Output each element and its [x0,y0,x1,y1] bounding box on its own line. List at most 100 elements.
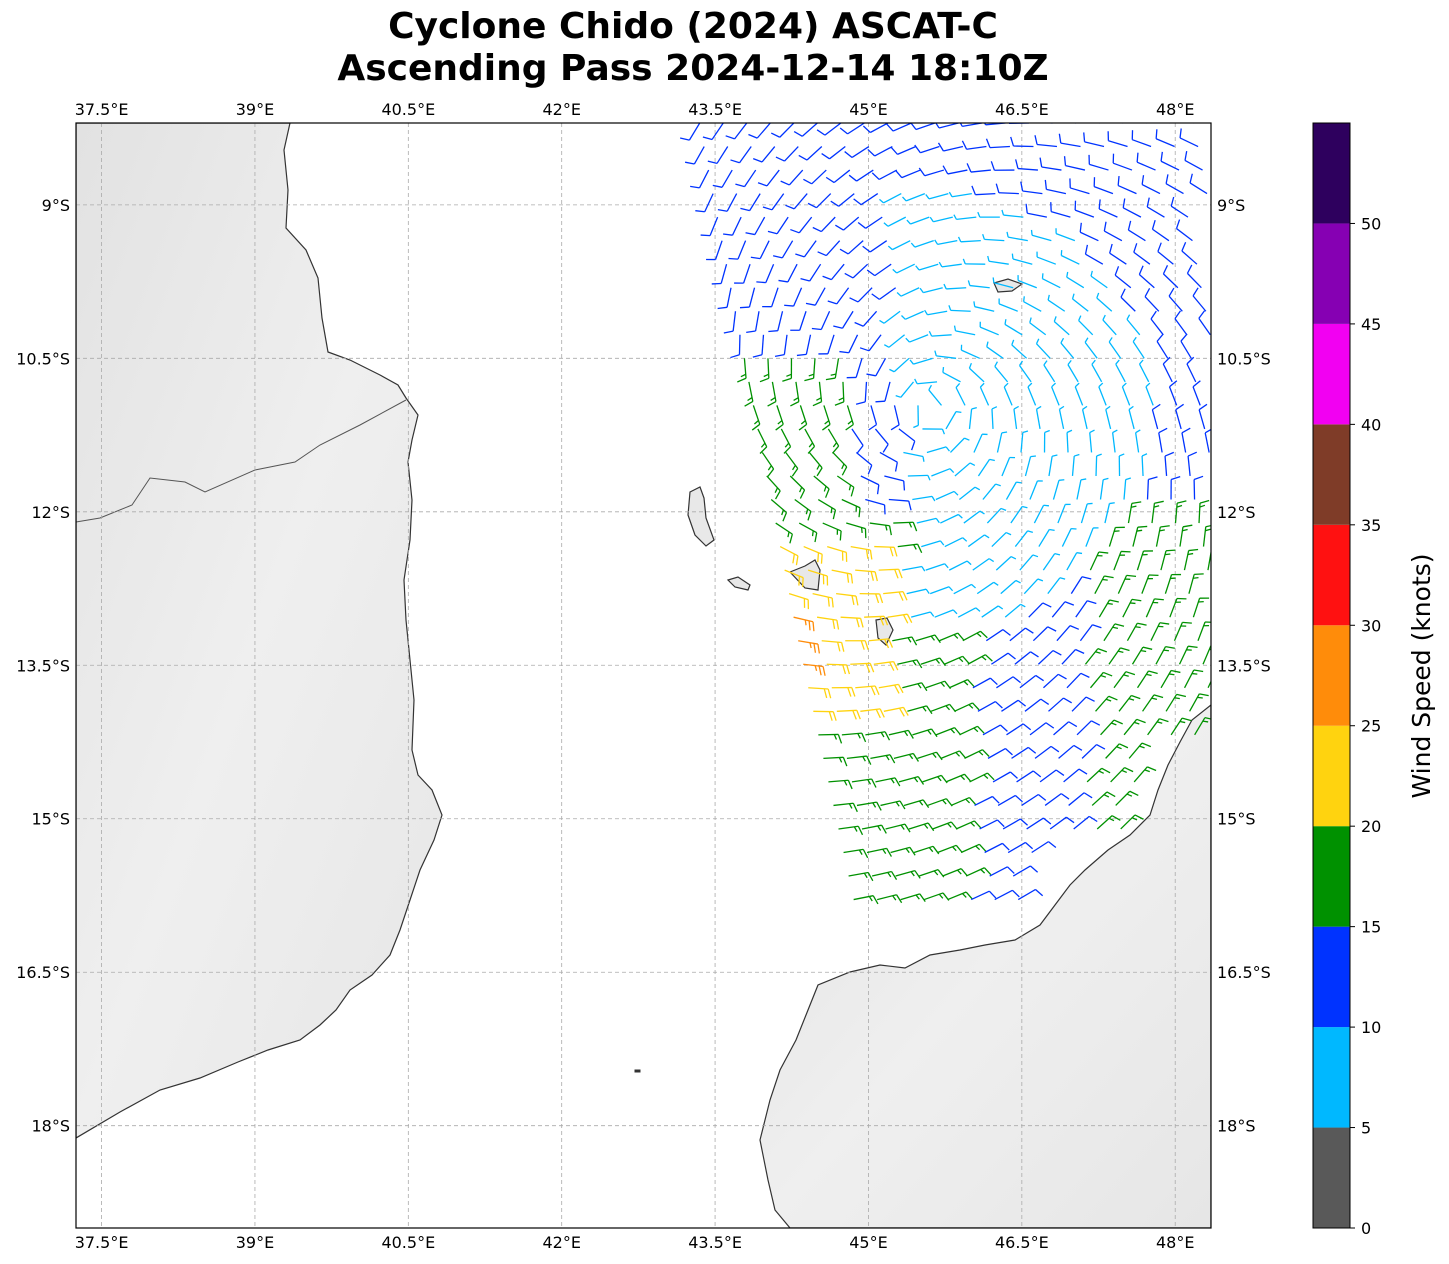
wind-barb [1071,453,1080,477]
wind-barb [1053,316,1070,336]
wind-barb [762,287,779,308]
wind-barb [723,216,742,236]
wind-barb [886,123,912,132]
wind-barb [1014,530,1034,547]
wind-barb [1145,598,1164,618]
wind-barb [1011,339,1028,359]
wind-barb [992,277,1014,289]
wind-barb [942,165,968,175]
wind-barb [794,498,812,521]
colorbar-bin-1 [1313,1027,1350,1128]
wind-barb [974,795,1000,807]
wind-barb [1105,405,1112,430]
wind-barb [828,779,853,790]
wind-barb [1179,128,1199,148]
wind-barb [1132,525,1148,547]
wind-barb [1164,573,1182,594]
wind-barb [1034,745,1060,759]
wind-barb [921,540,945,548]
wind-barb [856,801,882,811]
wind-barb [1186,356,1197,383]
wind-barb [865,731,891,741]
wind-barb [883,334,905,348]
wind-barb [883,706,909,717]
wind-barb [1066,672,1090,689]
lon-tick-label: 46.5°E [995,1233,1049,1252]
wind-barb [1135,429,1141,453]
wind-barb [997,794,1023,807]
wind-barb [896,287,920,297]
wind-barb [762,193,785,211]
wind-barb [1048,454,1058,477]
wind-barb [901,310,924,320]
wind-barb [822,522,842,541]
wind-barb [900,893,926,902]
wind-barb [991,531,1012,548]
wind-barb [861,824,887,834]
aldabra-atoll [993,278,1024,293]
wind-barb [767,381,777,407]
wind-barb [846,755,872,765]
wind-barb [1034,135,1058,148]
wind-barb [1044,793,1070,806]
wind-barb [905,334,929,343]
wind-barb [1179,524,1193,547]
wind-barb [761,452,775,477]
wind-barb [953,325,976,336]
wind-barb [961,140,987,150]
wind-barb [862,123,889,134]
wind-barb [857,216,883,229]
wind-barb [1180,333,1192,359]
wind-barb [1076,478,1087,500]
wind-barb [1120,123,1124,124]
wind-barb [1002,818,1028,830]
wind-barb [1147,718,1169,736]
map-plot-area [76,123,1211,1228]
wind-barb [784,287,803,307]
anjouan-island [788,559,821,591]
wind-barb [818,334,835,355]
wind-barb [1080,502,1093,524]
lon-tick-label: 42°E [542,1233,580,1252]
wind-barb [914,378,938,385]
wind-barb [1175,403,1184,430]
wind-barb [1095,453,1102,477]
wind-barb [1164,451,1175,477]
wind-barb [1122,198,1142,218]
wind-barb [918,167,945,177]
wind-barb [1144,288,1160,312]
lon-tick-label: 39°E [236,1233,274,1252]
wind-barb [1186,264,1202,289]
wind-barb [759,358,770,383]
wind-barb [1126,622,1147,642]
wind-barb [1155,525,1170,547]
wind-barb [1170,475,1181,500]
wind-barb [913,405,919,429]
wind-barb [812,593,834,608]
lon-tick-label: 39°E [236,100,274,119]
lon-tick-label: 45°E [849,1233,887,1252]
wind-barb [934,350,957,359]
wind-barb [1198,499,1210,524]
wind-barb [873,660,899,671]
wind-barb [1056,625,1080,642]
wind-barb [838,825,864,836]
wind-barb [1036,251,1057,265]
wind-barb [798,640,821,654]
wind-barb [938,261,962,268]
wind-barb [1112,153,1133,171]
wind-barb [839,240,864,255]
wind-barb [984,842,1010,854]
wind-barb [868,638,894,649]
wind-barb [775,522,793,544]
wind-barb [855,381,868,405]
wind-barb [940,513,963,524]
colorbar-bin-0 [1313,1127,1350,1228]
wind-barb [1169,597,1187,618]
wind-barb [1051,601,1075,618]
map-gridlines [76,123,1211,1228]
wind-barb [957,607,981,618]
wind-barb [1126,314,1141,336]
wind-barb [866,263,892,277]
lat-tick-label: 9°S [1217,196,1245,215]
